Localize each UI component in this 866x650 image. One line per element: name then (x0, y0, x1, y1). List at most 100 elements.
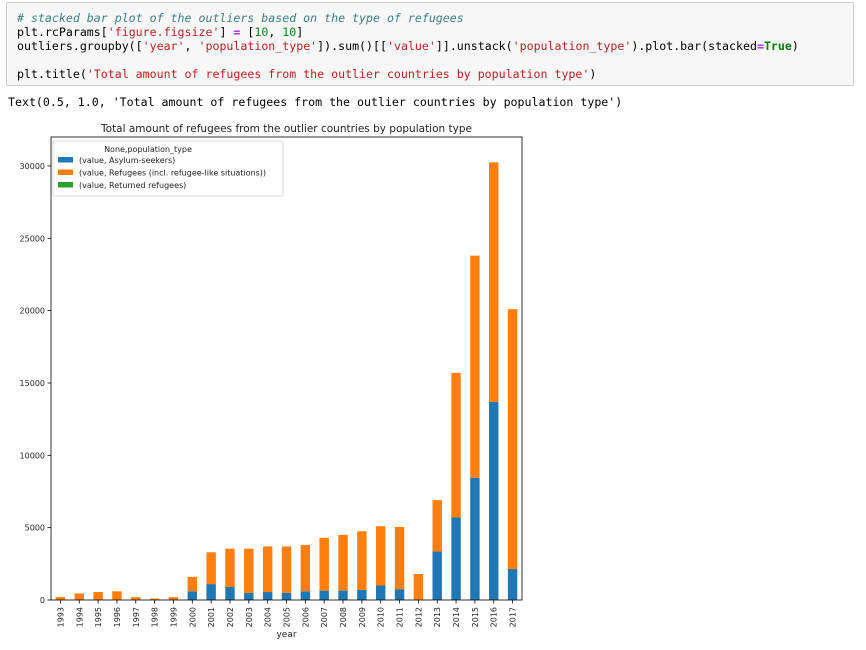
bar-segment (244, 592, 254, 600)
code-editor[interactable]: # stacked bar plot of the outliers based… (17, 11, 799, 81)
legend-box (52, 140, 284, 197)
y-tick-label: 5000 (25, 524, 45, 533)
bar-segment (225, 586, 235, 600)
legend-swatch (58, 182, 73, 188)
bar-segment (489, 401, 499, 600)
bar-segment (225, 548, 235, 587)
x-tick-label: 2001 (207, 607, 216, 627)
x-tick-label: 1999 (169, 607, 178, 627)
legend-title: None,population_type (104, 145, 192, 154)
bar-segment (413, 573, 424, 600)
x-tick-label: 2009 (358, 607, 367, 627)
bar-segment (451, 517, 461, 600)
y-tick-label: 30000 (20, 162, 45, 171)
x-tick-label: 2004 (264, 607, 273, 627)
bar-segment (149, 598, 160, 600)
chart-title: Total amount of refugees from the outlie… (100, 123, 472, 135)
legend-label: (value, Refugees (incl. refugee-like sit… (79, 169, 266, 178)
code-token: 'value' (386, 39, 436, 53)
code-token: 'year' (142, 39, 185, 53)
plot-area (55, 162, 518, 600)
x-tick-label: 1993 (56, 607, 65, 627)
bar-segment (281, 592, 292, 600)
x-tick-label: 1998 (151, 607, 160, 627)
code-line: outliers.groupby(['year', 'population_ty… (17, 39, 799, 53)
x-tick-label: 2006 (301, 607, 310, 627)
x-tick-label: 2012 (414, 607, 423, 627)
bar-segment (375, 526, 386, 586)
x-tick-label: 2010 (377, 607, 386, 627)
bar-segment (338, 590, 348, 600)
code-cell-input[interactable]: # stacked bar plot of the outliers based… (6, 2, 854, 86)
code-token: True (763, 39, 792, 53)
bar-segment (74, 593, 84, 600)
code-token: 'Total amount of refugees from the outli… (86, 67, 590, 81)
bar-segment (244, 548, 254, 593)
bar-segment (187, 591, 198, 600)
y-tick-label: 15000 (20, 379, 45, 388)
bar-segment (300, 545, 311, 592)
code-token: , (184, 39, 199, 53)
bar-segment (432, 551, 442, 600)
bar-segment (470, 477, 480, 600)
bar-segment (375, 585, 386, 600)
code-token: , (268, 25, 283, 39)
code-token: 10 (254, 25, 269, 39)
bar-segment (93, 592, 103, 600)
bar-segment (131, 597, 141, 600)
x-tick-label: 1995 (94, 607, 103, 627)
bar-segment (507, 309, 518, 569)
axes: 0 5000 10000 15000 20000 25000 30000 1993 1994 19… (20, 136, 523, 627)
y-tick-label: 25000 (20, 234, 45, 243)
code-token: plt.title( (17, 67, 87, 81)
code-line: plt.title('Total amount of refugees from… (17, 67, 799, 81)
y-tick-label: 10000 (20, 451, 45, 460)
cell-output-text: Text(0.5, 1.0, 'Total amount of refugees… (8, 95, 623, 109)
legend-swatch (58, 169, 73, 175)
bar-segment (262, 592, 273, 600)
legend-label: (value, Returned refugees) (79, 181, 186, 190)
y-tick-label: 0 (40, 596, 45, 605)
bar-segment (281, 546, 292, 593)
bar-segment (357, 531, 367, 590)
code-token: = (233, 25, 241, 39)
bar-segment (168, 597, 179, 600)
code-token: = (756, 39, 764, 53)
code-token: 10 (282, 25, 297, 39)
x-tick-label: 1994 (75, 607, 84, 627)
bar-segment (55, 597, 66, 600)
bar-segment (187, 576, 198, 592)
bar-segment (470, 255, 480, 478)
x-tick-label: 2005 (283, 607, 292, 627)
y-tick-label: 20000 (20, 307, 45, 316)
x-tick-label: 2011 (396, 607, 405, 627)
x-tick-label: 2003 (245, 607, 254, 627)
legend-swatch (58, 157, 73, 163)
x-tick-label: 2016 (490, 607, 499, 627)
legend-label: (value, Asylum-seekers) (79, 156, 175, 165)
code-token: ) (589, 67, 597, 81)
x-tick-label: 2007 (320, 607, 329, 627)
code-token: # stacked bar plot of the outliers based… (17, 11, 464, 25)
x-tick-label: 2015 (471, 607, 480, 627)
x-tick-label: 1997 (132, 607, 141, 627)
bar-segment (432, 500, 442, 552)
bar-segment (206, 584, 216, 600)
bar-segment (394, 526, 405, 590)
code-token: ] (219, 25, 234, 39)
code-token: ]).sum()[[ (317, 39, 387, 53)
bar-segment (357, 589, 367, 600)
bar-segment (300, 591, 311, 600)
bar-segment (451, 372, 461, 518)
legend: None,population_type (value, Asylum-seeke… (52, 140, 284, 197)
code-token: ]].unstack( (435, 39, 513, 53)
code-token: 'figure.figsize' (107, 25, 220, 39)
code-token: [ (240, 25, 255, 39)
bar-segment (394, 589, 405, 600)
bar-segment (262, 546, 273, 593)
code-token: outliers.groupby([ (17, 39, 143, 53)
code-token: 'population_type' (198, 39, 318, 53)
bar-segment (319, 590, 329, 600)
code-token: ) (791, 39, 799, 53)
